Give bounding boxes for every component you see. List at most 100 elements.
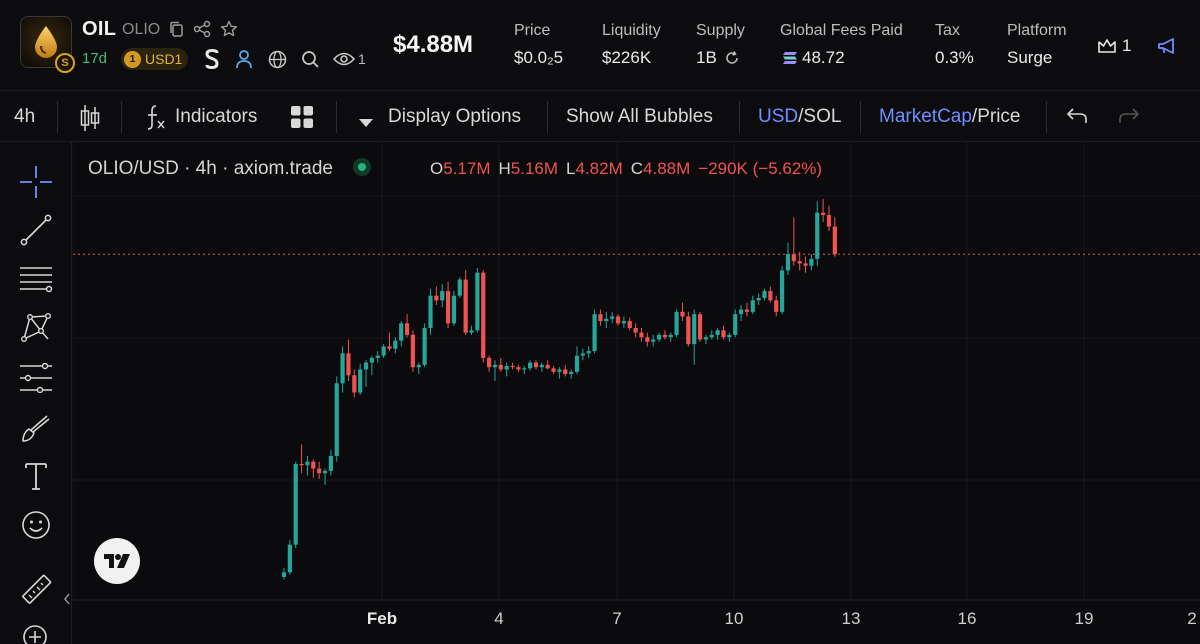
candle[interactable] [768, 286, 773, 303]
candle[interactable] [750, 295, 755, 315]
candle[interactable] [481, 270, 486, 363]
candle[interactable] [780, 265, 785, 315]
candle[interactable] [826, 205, 832, 232]
candle-icon[interactable] [79, 103, 101, 139]
megaphone-icon[interactable] [1157, 36, 1177, 56]
candle[interactable] [363, 360, 369, 387]
candle[interactable] [358, 363, 363, 395]
candle[interactable] [621, 316, 626, 328]
text-icon[interactable] [16, 456, 56, 496]
candle[interactable] [662, 330, 667, 340]
caret-down-icon[interactable] [358, 112, 374, 134]
candle[interactable] [440, 284, 445, 308]
candle[interactable] [510, 362, 515, 370]
candle[interactable] [610, 311, 615, 324]
star-icon[interactable] [220, 20, 238, 38]
undo-icon[interactable] [1066, 107, 1088, 131]
layout-icon[interactable] [290, 105, 314, 135]
candle[interactable] [791, 217, 796, 266]
show-bubbles-button[interactable]: Show All Bubbles [566, 106, 713, 127]
candle[interactable] [463, 270, 468, 335]
ruler-icon[interactable] [16, 570, 56, 610]
candle[interactable] [762, 288, 767, 301]
indicators-button[interactable]: Indicators [175, 106, 258, 127]
currency-sol[interactable]: SOL [803, 106, 842, 127]
candle[interactable] [680, 302, 685, 322]
collapse-icon[interactable] [63, 592, 73, 608]
interval-selector[interactable]: 4h [14, 106, 36, 127]
candle[interactable] [598, 309, 603, 326]
candle[interactable] [733, 309, 738, 338]
candle[interactable] [709, 330, 714, 340]
candle[interactable] [803, 256, 808, 273]
currency-toggle[interactable]: USD/SOL [758, 106, 841, 128]
candle[interactable] [832, 217, 837, 257]
chart-canvas[interactable] [72, 142, 1200, 644]
candle[interactable] [668, 332, 673, 342]
candle[interactable] [809, 254, 814, 271]
candle[interactable] [557, 367, 562, 379]
candle[interactable] [422, 323, 427, 368]
fib-icon[interactable] [16, 260, 56, 300]
candle[interactable] [563, 364, 568, 377]
candle[interactable] [328, 450, 333, 476]
candle[interactable] [322, 468, 328, 485]
candle[interactable] [410, 330, 416, 372]
metric-marketcap[interactable]: MarketCap [879, 106, 972, 127]
candle[interactable] [656, 332, 662, 342]
candle[interactable] [381, 344, 386, 358]
crown-icon[interactable] [1097, 36, 1117, 56]
forecast-icon[interactable] [16, 358, 56, 398]
candle[interactable] [393, 337, 398, 354]
candle[interactable] [569, 369, 574, 379]
metric-toggle[interactable]: MarketCap/Price [879, 106, 1021, 128]
emoji-icon[interactable] [16, 505, 56, 545]
function-icon[interactable] [143, 103, 167, 137]
candle[interactable] [692, 309, 697, 365]
candle[interactable] [504, 362, 509, 377]
candle[interactable] [469, 325, 474, 335]
metric-price[interactable]: Price [977, 106, 1021, 127]
candle[interactable] [592, 309, 597, 354]
candle[interactable] [281, 567, 287, 580]
candle[interactable] [815, 201, 820, 266]
candle[interactable] [492, 360, 498, 381]
redo-icon[interactable] [1118, 107, 1140, 131]
candle[interactable] [451, 291, 457, 326]
currency-usd[interactable]: USD [758, 106, 799, 127]
candle[interactable] [615, 314, 621, 326]
candle[interactable] [645, 332, 650, 347]
candle[interactable] [287, 540, 292, 575]
eye-icon[interactable] [332, 49, 356, 69]
candle[interactable] [387, 332, 392, 352]
candle[interactable] [580, 348, 585, 361]
user-icon[interactable] [234, 49, 254, 69]
candle[interactable] [539, 362, 544, 372]
pattern-icon[interactable] [16, 308, 56, 348]
candle[interactable] [545, 360, 550, 370]
search-icon[interactable] [300, 49, 320, 69]
candle[interactable] [533, 360, 539, 370]
candle[interactable] [404, 314, 410, 338]
brush-icon[interactable] [16, 408, 56, 448]
candle[interactable] [738, 304, 744, 322]
candle[interactable] [797, 251, 802, 271]
candle[interactable] [457, 277, 462, 299]
price-chart[interactable] [72, 142, 1200, 644]
candle[interactable] [317, 461, 322, 479]
candle[interactable] [586, 346, 591, 358]
candle[interactable] [727, 332, 732, 342]
candle[interactable] [299, 444, 304, 474]
candle[interactable] [522, 366, 527, 375]
candle[interactable] [487, 355, 492, 372]
candle[interactable] [574, 346, 580, 375]
candle[interactable] [821, 198, 826, 222]
candle[interactable] [293, 461, 298, 549]
candle[interactable] [516, 364, 521, 372]
candle[interactable] [744, 302, 750, 317]
candle[interactable] [399, 321, 404, 347]
candle[interactable] [311, 459, 316, 478]
candle[interactable] [703, 334, 709, 345]
candle[interactable] [651, 334, 656, 347]
candle[interactable] [434, 286, 439, 305]
